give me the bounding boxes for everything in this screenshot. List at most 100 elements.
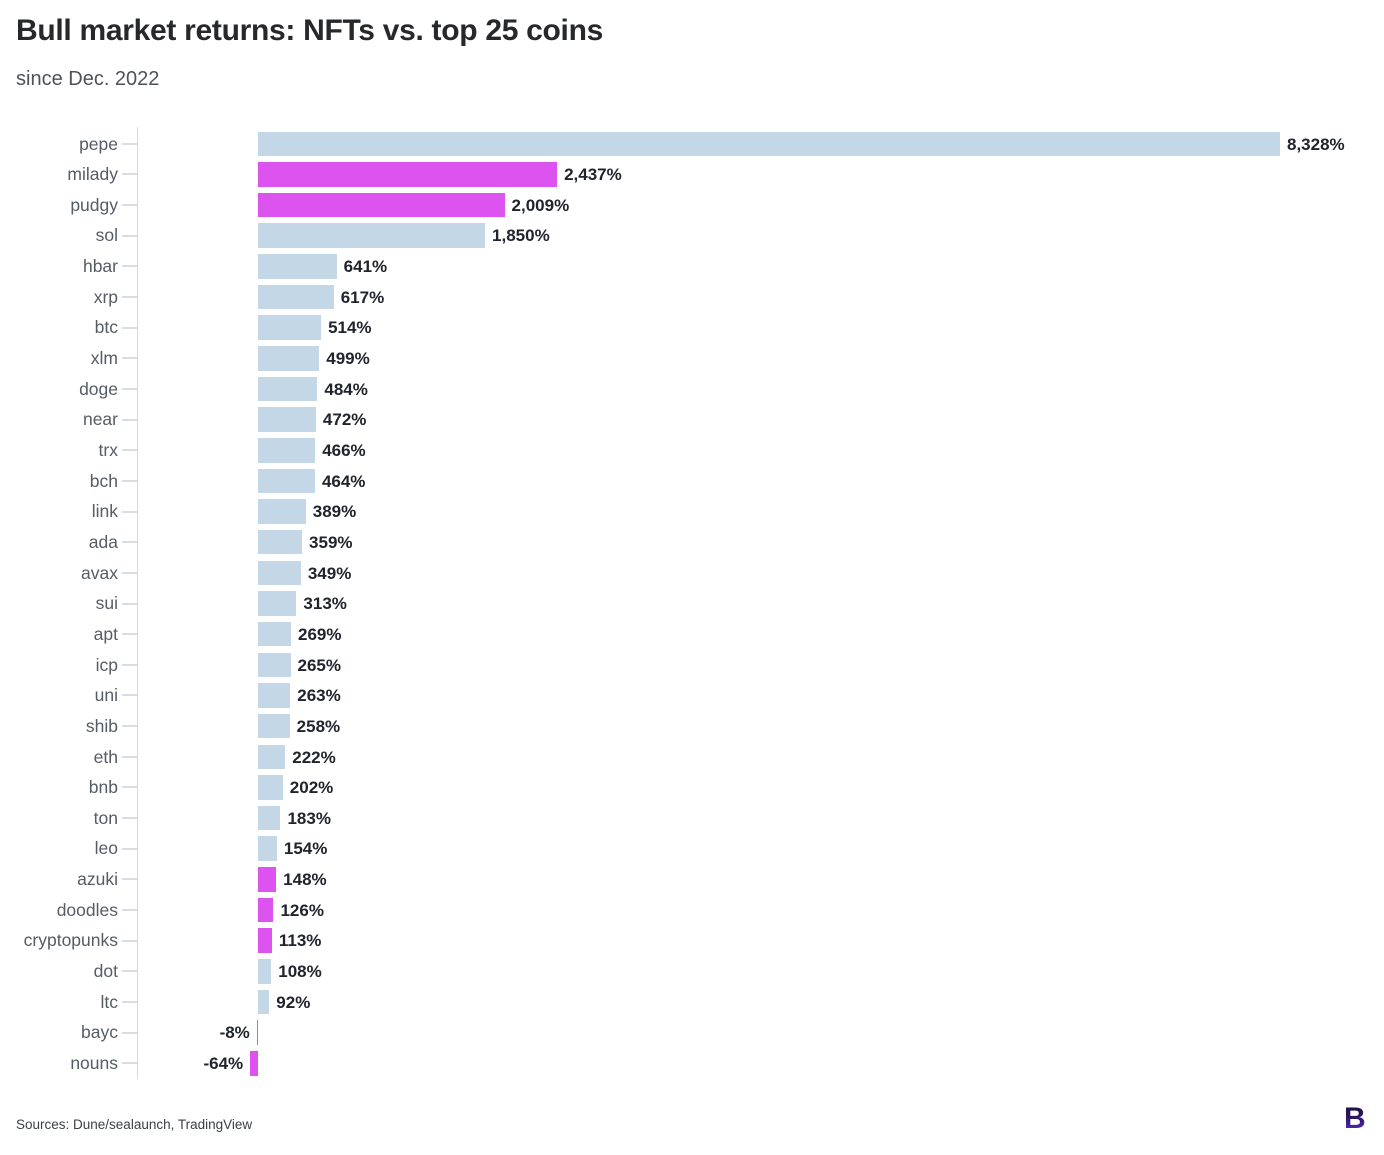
value-label: 472% <box>322 410 367 430</box>
axis-tick <box>122 418 137 421</box>
value-label: 113% <box>278 931 322 951</box>
value-label: 263% <box>297 686 341 706</box>
category-label: icp <box>95 654 118 675</box>
category-label: sui <box>95 593 118 614</box>
bar-ada <box>258 529 303 555</box>
value-label: 92% <box>276 992 311 1012</box>
axis-tick <box>122 204 137 207</box>
axis-tick <box>122 939 137 942</box>
bar-bayc <box>256 1020 258 1045</box>
category-label: pepe <box>79 133 118 154</box>
value-label: 514% <box>328 318 372 338</box>
category-label: doge <box>79 378 118 399</box>
category-label: xlm <box>90 348 118 369</box>
page-title: Bull market returns: NFTs vs. top 25 coi… <box>16 14 603 47</box>
value-label: 484% <box>324 379 368 399</box>
category-label: milady <box>67 164 118 185</box>
category-label: dot <box>93 961 118 982</box>
bar-eth <box>258 744 286 769</box>
axis-tick <box>122 541 137 544</box>
sources-note: Sources: Dune/sealaunch, TradingView <box>16 1117 253 1132</box>
axis-tick <box>122 602 137 605</box>
axis-tick <box>122 817 137 820</box>
category-label: ltc <box>100 991 119 1012</box>
bar-pudgy <box>258 192 505 218</box>
category-label: ada <box>88 531 118 552</box>
axis-tick <box>122 725 137 728</box>
category-label: nouns <box>70 1053 118 1073</box>
value-label: 313% <box>303 594 347 614</box>
bar-btc <box>258 315 322 340</box>
axis-tick <box>122 357 137 360</box>
value-label: 499% <box>326 349 370 369</box>
axis-tick <box>122 296 137 298</box>
axis-tick <box>122 265 137 268</box>
value-label: 8,328% <box>1287 134 1345 154</box>
bar-link <box>258 499 306 524</box>
category-label: azuki <box>77 869 118 890</box>
value-label: 183% <box>287 808 331 828</box>
y-axis-line <box>137 127 138 1079</box>
value-label: 269% <box>298 624 342 644</box>
bar-ltc <box>258 989 270 1015</box>
bar-icp <box>258 652 291 678</box>
bar-ton <box>258 805 281 831</box>
category-label: apt <box>93 623 118 644</box>
bar-bnb <box>258 775 283 800</box>
category-label: bayc <box>81 1022 118 1043</box>
bar-leo <box>258 836 277 861</box>
value-label: 464% <box>321 471 366 491</box>
value-label: 641% <box>343 257 388 277</box>
axis-tick <box>122 694 137 697</box>
category-label: eth <box>93 746 118 767</box>
bar-xlm <box>258 346 320 371</box>
bar-milady <box>258 162 558 187</box>
category-label: ton <box>93 807 118 828</box>
value-label: 202% <box>289 778 334 798</box>
bar-cryptopunks <box>258 928 272 953</box>
axis-tick <box>122 142 137 145</box>
axis-tick <box>122 234 137 237</box>
category-label: pudgy <box>70 194 118 215</box>
category-label: xrp <box>93 286 118 307</box>
value-label: 108% <box>278 962 322 982</box>
bar-dot <box>258 959 272 984</box>
bar-sol <box>258 223 486 248</box>
bar-doge <box>258 376 318 402</box>
axis-tick <box>122 173 137 176</box>
value-label: 389% <box>312 502 357 522</box>
category-label: leo <box>94 838 118 859</box>
value-label: 126% <box>280 900 324 920</box>
axis-tick <box>122 633 137 636</box>
bar-hbar <box>258 254 337 279</box>
axis-tick <box>122 479 137 482</box>
bar-avax <box>258 560 301 586</box>
axis-tick <box>122 387 137 390</box>
category-label: hbar <box>82 256 118 277</box>
bar-xrp <box>258 284 334 310</box>
category-label: btc <box>94 317 118 338</box>
value-label: 349% <box>307 563 352 583</box>
bar-sui <box>258 591 297 616</box>
value-label: 2,009% <box>511 195 570 215</box>
axis-tick <box>122 449 137 452</box>
axis-tick <box>122 755 137 758</box>
value-label: 2,437% <box>564 165 622 185</box>
chart-subtitle: since Dec. 2022 <box>16 68 160 90</box>
blockworks-logo: B <box>1344 1102 1366 1135</box>
value-label: 1,850% <box>492 226 550 246</box>
bar-uni <box>258 683 291 708</box>
value-label: 265% <box>297 655 341 675</box>
bar-nouns <box>250 1051 258 1076</box>
category-label: link <box>91 501 118 522</box>
bar-bch <box>258 468 315 494</box>
category-label: bnb <box>88 777 118 798</box>
category-label: sol <box>95 225 118 246</box>
bar-azuki <box>258 867 277 892</box>
category-label: trx <box>98 440 118 460</box>
axis-tick <box>122 1000 137 1003</box>
category-label: doodles <box>56 899 118 920</box>
axis-tick <box>122 847 137 850</box>
